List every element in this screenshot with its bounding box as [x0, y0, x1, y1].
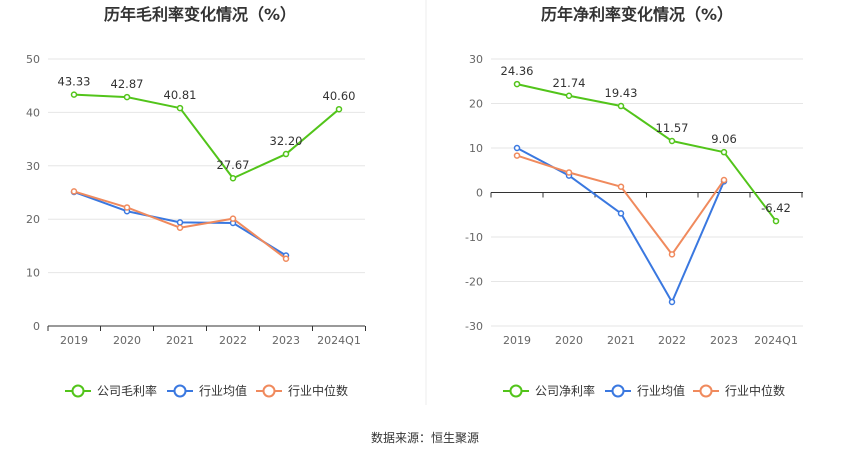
legend-item-industry-avg[interactable]: 行业均值 [167, 383, 247, 398]
series-line-company [73, 93, 340, 180]
data-point-industry_median [123, 204, 131, 211]
y-tick-label: -10 [465, 231, 483, 244]
data-point-company [123, 93, 131, 101]
legend-item-industry-avg[interactable]: 行业均值 [605, 383, 685, 398]
y-tick-label: 50 [26, 53, 40, 66]
series-line-industry_median [516, 154, 725, 256]
legend-item-company[interactable]: 公司毛利率 [65, 383, 157, 398]
data-label-company: 19.43 [605, 86, 638, 100]
data-point-industry_median [176, 224, 184, 231]
x-tick-label: 2024Q1 [754, 334, 798, 347]
x-tick-label: 2019 [60, 334, 88, 347]
data-point-company [335, 105, 343, 113]
y-tick-label: 0 [476, 187, 483, 200]
data-label-company: 43.33 [58, 75, 91, 89]
legend-avg-label: 行业均值 [199, 383, 247, 398]
data-point-company [617, 102, 625, 110]
data-label-company: 9.06 [711, 132, 737, 146]
y-tick-label: 20 [469, 98, 483, 111]
data-point-industry_median [720, 176, 728, 184]
data-point-industry_median [70, 188, 78, 195]
x-tick-label: 2023 [710, 334, 738, 347]
data-label-company: -6.42 [761, 201, 791, 215]
legend-median-marker [699, 384, 713, 398]
data-label-company: 40.60 [323, 89, 356, 103]
data-point-industry_median [668, 251, 676, 258]
data-point-industry_median [565, 169, 573, 176]
legend: 公司净利率 行业均值 行业中位数 [503, 383, 785, 398]
x-tick-label: 2021 [166, 334, 194, 347]
y-tick-label: 10 [26, 267, 40, 280]
data-point-company [70, 91, 78, 98]
x-tick-label: 2021 [607, 334, 635, 347]
net-margin-chart: 历年净利率变化情况（%） -30 -20 -10 0 10 20 30 2019 2020 20… [465, 5, 803, 398]
y-tick-label: 20 [26, 213, 40, 226]
legend-company-marker [71, 384, 85, 398]
data-source: 数据来源：恒生聚源 [371, 430, 479, 445]
data-point-industry_avg [513, 144, 521, 152]
y-tick-label: -30 [465, 320, 483, 333]
data-point-company [229, 174, 237, 182]
legend-item-industry-median[interactable]: 行业中位数 [693, 383, 785, 398]
data-label-company: 11.57 [656, 121, 689, 135]
data-point-industry_median [513, 152, 521, 159]
y-tick-label: 40 [26, 106, 40, 119]
y-tick-label: 0 [33, 320, 40, 333]
chart-title: 历年毛利率变化情况（%） [104, 5, 296, 24]
legend-avg-marker [173, 384, 187, 398]
gross-margin-chart: 历年毛利率变化情况（%） 0 10 20 30 40 50 2019 2020 2021 202… [26, 5, 366, 398]
legend-median-label: 行业中位数 [288, 383, 348, 398]
y-tick-label: 30 [469, 53, 483, 66]
data-label-company: 32.20 [270, 134, 303, 148]
y-tick-label: 10 [469, 142, 483, 155]
y-tick-label: -20 [465, 276, 483, 289]
legend: 公司毛利率 行业均值 行业中位数 [65, 383, 348, 398]
x-tick-label: 2023 [272, 334, 300, 347]
data-label-company: 27.67 [217, 158, 250, 172]
legend-company-label: 公司净利率 [535, 383, 595, 398]
data-point-industry_median [282, 255, 290, 262]
legend-item-industry-median[interactable]: 行业中位数 [256, 383, 348, 398]
data-point-industry_median [229, 215, 237, 222]
data-point-company [565, 92, 573, 100]
data-point-industry_avg [176, 219, 184, 226]
data-point-industry_median [617, 183, 625, 190]
data-label-company: 24.36 [501, 64, 534, 78]
x-tick-label: 2024Q1 [317, 334, 361, 347]
data-label-company: 40.81 [164, 88, 197, 102]
data-point-company [176, 104, 184, 112]
chart-title: 历年净利率变化情况（%） [541, 5, 733, 24]
x-tick-label: 2020 [113, 334, 141, 347]
series-line-company [516, 83, 777, 222]
legend-avg-label: 行业均值 [637, 383, 685, 398]
x-tick-label: 2020 [555, 334, 583, 347]
x-tick-label: 2022 [219, 334, 247, 347]
data-point-company [772, 217, 780, 225]
legend-avg-marker [611, 384, 625, 398]
data-label-company: 21.74 [553, 76, 586, 90]
legend-company-label: 公司毛利率 [97, 383, 157, 398]
legend-company-marker [509, 384, 523, 398]
legend-median-marker [262, 384, 276, 398]
data-point-company [282, 150, 290, 158]
x-tick-label: 2022 [658, 334, 686, 347]
legend-item-company[interactable]: 公司净利率 [503, 383, 595, 398]
data-point-company [513, 80, 521, 88]
y-tick-label: 30 [26, 160, 40, 173]
data-point-company [668, 137, 676, 145]
legend-median-label: 行业中位数 [725, 383, 785, 398]
data-point-industry_avg [617, 210, 625, 217]
data-point-industry_avg [668, 298, 676, 306]
x-tick-label: 2019 [503, 334, 531, 347]
data-label-company: 42.87 [111, 77, 144, 91]
data-point-company [720, 148, 728, 156]
